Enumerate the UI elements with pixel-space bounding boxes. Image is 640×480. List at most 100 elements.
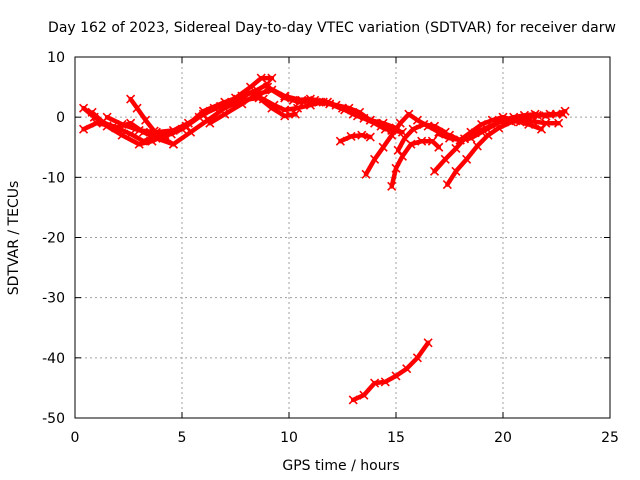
- data-point: [524, 119, 534, 129]
- data-point: [494, 123, 504, 133]
- data-point: [322, 97, 333, 107]
- data-point: [263, 82, 273, 92]
- series-track: [338, 132, 373, 144]
- data-point: [404, 109, 414, 119]
- data-point: [451, 166, 461, 176]
- data-point: [545, 109, 555, 119]
- data-point: [365, 132, 375, 142]
- data-point: [511, 116, 521, 126]
- data-point: [252, 89, 262, 99]
- data-point: [290, 109, 300, 119]
- data-point: [183, 118, 193, 128]
- data-point: [466, 127, 476, 137]
- data-point: [472, 141, 482, 151]
- data-point: [387, 130, 397, 140]
- data-point: [102, 112, 112, 122]
- data-point: [237, 99, 247, 109]
- data-point: [408, 124, 418, 134]
- y-tick-label: 0: [56, 110, 65, 126]
- data-point: [536, 124, 547, 134]
- x-tick-label: 0: [71, 430, 80, 446]
- data-point: [440, 154, 450, 164]
- x-axis-label: GPS time / hours: [282, 458, 399, 474]
- y-axis-label: SDTVAR / TECUs: [6, 181, 22, 296]
- data-point: [288, 95, 298, 105]
- y-tick-label: -30: [42, 291, 65, 307]
- data-point: [498, 112, 508, 122]
- data-point: [412, 115, 422, 125]
- data-point: [256, 73, 266, 83]
- data-point: [346, 131, 356, 141]
- series-arc-14: [442, 109, 568, 190]
- x-tick-label: 20: [494, 430, 512, 446]
- data-point: [412, 353, 422, 363]
- data-point: [78, 103, 89, 113]
- series-arc-8: [288, 94, 390, 134]
- data-point: [359, 390, 369, 400]
- data-point: [348, 395, 358, 405]
- data-point: [387, 181, 397, 191]
- data-point: [305, 94, 315, 104]
- series-arc-5: [126, 94, 179, 149]
- data-point: [451, 143, 461, 154]
- x-tick-label: 25: [601, 430, 619, 446]
- data-point: [280, 91, 290, 101]
- data-point: [198, 109, 208, 119]
- data-point: [487, 115, 497, 125]
- data-point: [434, 142, 444, 152]
- data-point: [395, 118, 405, 128]
- data-point: [429, 121, 440, 131]
- x-tick-label: 15: [387, 430, 405, 446]
- data-point: [111, 123, 121, 133]
- data-point: [168, 125, 179, 135]
- y-tick-label: -40: [42, 351, 65, 367]
- data-point: [423, 338, 433, 348]
- data-point: [149, 126, 159, 136]
- chart-title: Day 162 of 2023, Sidereal Day-to-day VTE…: [48, 20, 616, 36]
- data-point: [348, 109, 358, 119]
- data-point: [455, 135, 465, 145]
- x-tick-label: 5: [178, 430, 187, 446]
- data-point: [280, 105, 290, 115]
- data-point: [391, 371, 401, 381]
- data-point: [444, 133, 455, 143]
- series-track: [104, 90, 326, 135]
- data-point: [558, 109, 568, 119]
- series-arc-11: [387, 136, 444, 191]
- data-point: [158, 133, 168, 143]
- series-arc-15: [434, 112, 547, 145]
- data-point: [429, 166, 440, 176]
- series-arc-9: [335, 130, 375, 146]
- y-tick-label: -20: [42, 231, 65, 247]
- data-point: [185, 127, 196, 137]
- data-point: [117, 119, 127, 129]
- data-point: [126, 94, 136, 104]
- data-point: [434, 129, 444, 139]
- data-point: [267, 73, 277, 83]
- data-point: [87, 107, 97, 117]
- data-point: [483, 130, 493, 140]
- data-point: [359, 113, 369, 123]
- data-point: [215, 101, 226, 111]
- data-point: [141, 115, 151, 125]
- data-point: [419, 119, 429, 129]
- data-point: [402, 364, 412, 374]
- series-arc-16: [348, 338, 433, 405]
- data-point: [269, 100, 279, 110]
- data-point: [391, 163, 401, 173]
- data-point: [134, 125, 144, 135]
- data-point: [258, 94, 268, 104]
- data-point: [292, 103, 303, 113]
- ticks: 0 5 10 15 20 25 -50 -40 -30 -20 -10 0 10: [42, 50, 619, 446]
- data-point: [134, 139, 144, 149]
- data-point: [370, 154, 380, 164]
- data-point: [532, 110, 542, 120]
- series-track: [436, 114, 544, 143]
- x-tick-label: 10: [280, 430, 298, 446]
- data-point: [132, 103, 142, 113]
- data-point: [220, 109, 230, 119]
- data-point: [541, 118, 551, 128]
- y-tick-label: 10: [47, 50, 65, 66]
- series-layer: [78, 73, 570, 405]
